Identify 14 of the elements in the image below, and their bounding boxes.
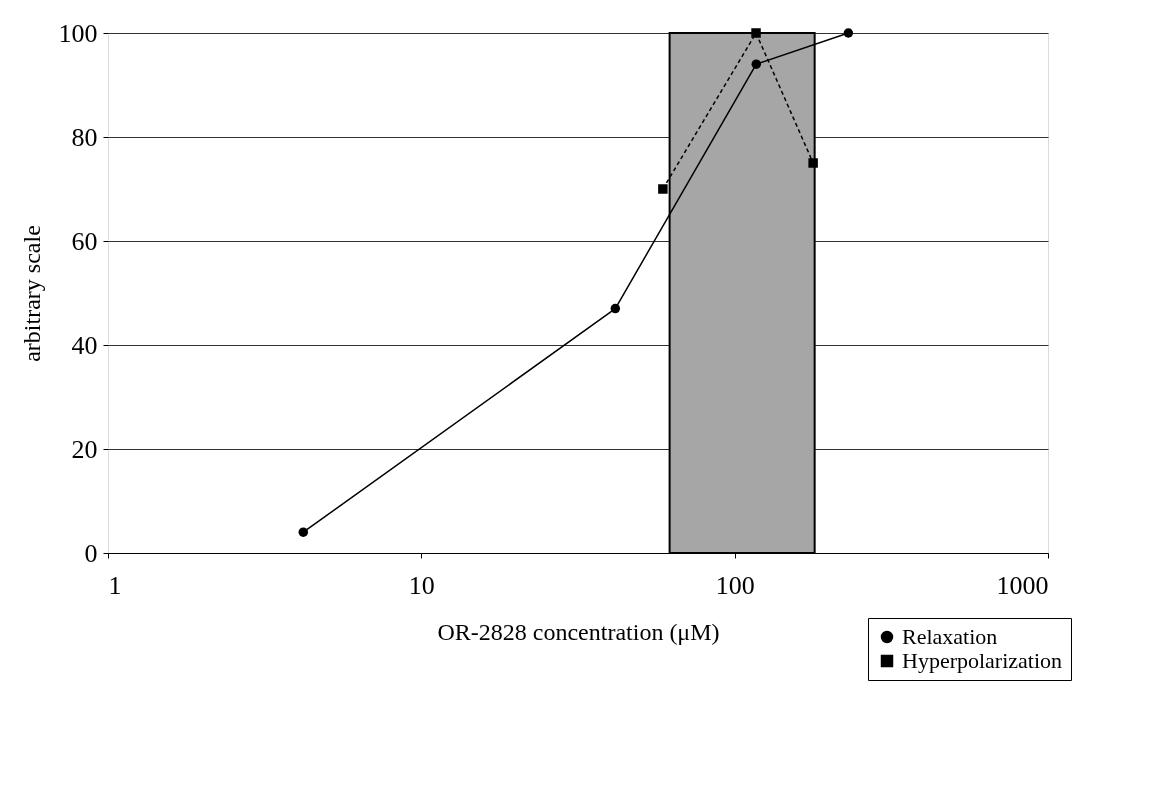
y-tick-label: 20 — [71, 434, 98, 464]
x-axis-title: OR-2828 concentration (μM) — [437, 618, 720, 645]
x-tick-label: 10 — [408, 570, 435, 600]
x-tick-label: 100 — [715, 570, 755, 600]
y-tick-label: 0 — [84, 538, 98, 568]
x-tick-label: 1000 — [996, 570, 1049, 600]
y-tick-label: 80 — [71, 122, 98, 152]
y-tick-label: 100 — [58, 18, 98, 48]
y-tick-label: 40 — [71, 330, 98, 360]
y-axis-title: arbitrary scale — [18, 225, 45, 362]
y-tick-label: 60 — [71, 226, 98, 256]
x-tick-label: 1 — [108, 570, 122, 600]
legend-label: Hyperpolarization — [902, 648, 1063, 673]
legend-label: Relaxation — [902, 624, 998, 649]
